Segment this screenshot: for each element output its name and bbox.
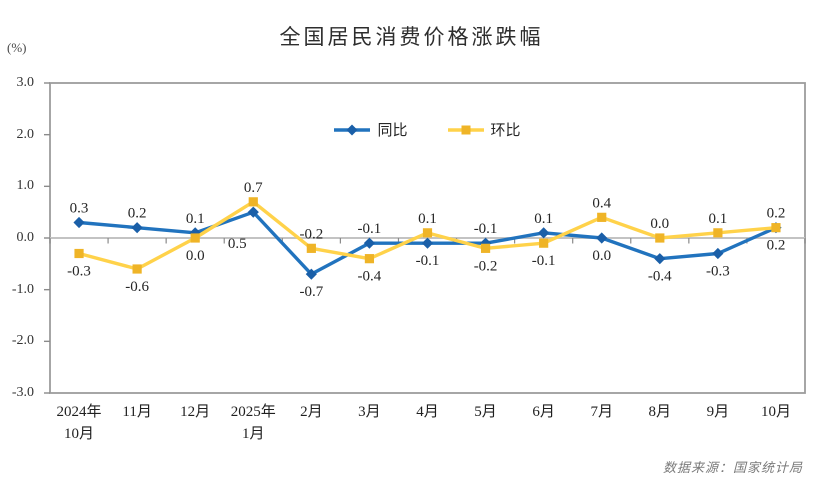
x-axis-label: 8月: [648, 404, 672, 420]
mom-square-marker: [306, 243, 316, 253]
yoy-diamond-marker: [131, 222, 143, 234]
x-axis-label: 4月: [416, 404, 439, 420]
x-axis-label: 7月: [590, 404, 613, 420]
data-label: 0.1: [534, 211, 553, 227]
x-axis-label: 2024年 10月: [56, 404, 102, 442]
x-axis-label: 2025年 1月: [230, 404, 276, 442]
data-label: 0.7: [244, 180, 263, 196]
y-axis-label: -3.0: [11, 385, 34, 400]
x-axis-label: 11月: [122, 404, 152, 420]
x-axis-label: 6月: [532, 404, 555, 420]
data-label: -0.6: [125, 279, 149, 295]
data-label: 0.1: [418, 211, 437, 227]
legend-label: 同比: [377, 123, 408, 139]
yoy-diamond-marker: [363, 237, 376, 249]
mom-legend-swatch-icon: [447, 125, 484, 134]
y-axis-unit-label: (%): [7, 40, 27, 55]
yoy-diamond-marker: [247, 206, 259, 218]
mom-square-marker: [364, 254, 375, 264]
data-label: -0.1: [358, 221, 382, 237]
data-label: -0.7: [299, 284, 323, 300]
data-label: 0.0: [186, 248, 205, 264]
yoy-diamond-marker: [538, 227, 550, 239]
yoy-diamond-marker: [305, 268, 317, 280]
x-axis-label: 2月: [300, 404, 323, 420]
data-label: 0.5: [228, 236, 247, 252]
mom-square-marker: [655, 233, 665, 243]
data-label: -0.1: [416, 253, 440, 269]
yoy-diamond-marker: [73, 216, 85, 229]
yoy-diamond-marker: [596, 232, 608, 244]
data-label: -0.2: [474, 258, 498, 274]
y-axis-label: 0.0: [16, 230, 35, 245]
data-label: -0.3: [67, 264, 91, 280]
data-label: 0.1: [186, 211, 205, 227]
y-axis-label: 1.0: [16, 178, 35, 194]
data-label: -0.4: [648, 269, 672, 285]
data-label: 0.4: [592, 195, 611, 211]
data-label: 0.2: [128, 206, 147, 222]
data-source-note: 数据来源：国家统计局: [662, 460, 803, 475]
chart-legend: 同比 环比: [50, 119, 805, 140]
mom-square-marker: [713, 228, 723, 238]
x-axis-label: 10月: [760, 404, 791, 420]
data-label: 0.0: [650, 216, 669, 232]
data-label: 0.2: [767, 206, 786, 222]
mom-square-marker: [771, 223, 781, 233]
data-label: -0.1: [474, 221, 498, 237]
y-axis-label: 3.0: [16, 75, 35, 90]
legend-label: 环比: [490, 123, 521, 139]
mom-square-marker: [74, 248, 84, 259]
data-label: 0.1: [709, 211, 728, 227]
legend-item-mom: 环比: [447, 119, 521, 140]
y-axis-label: -2.0: [11, 333, 34, 349]
y-axis-label: -1.0: [11, 281, 34, 297]
yoy-diamond-marker: [654, 253, 666, 265]
data-label: 0.3: [70, 201, 89, 217]
yoy-diamond-marker: [421, 237, 434, 249]
mom-square-marker: [422, 228, 433, 238]
mom-square-marker: [539, 238, 549, 248]
mom-square-marker: [597, 212, 607, 222]
yoy-diamond-marker: [712, 247, 724, 260]
mom-square-marker: [480, 243, 491, 253]
x-axis-label: 5月: [474, 404, 497, 420]
y-axis-label: 2.0: [16, 126, 35, 142]
mom-square-marker: [190, 233, 200, 243]
data-label: -0.3: [706, 264, 730, 280]
data-label: -0.2: [299, 226, 323, 242]
x-axis-label: 9月: [706, 404, 730, 420]
mom-square-marker: [248, 197, 258, 207]
chart-title: 全国居民消费价格涨跌幅: [279, 25, 544, 49]
data-label: 0.2: [767, 238, 786, 254]
mom-square-marker: [132, 264, 142, 274]
yoy-legend-swatch-icon: [334, 124, 371, 135]
x-axis-label: 3月: [358, 404, 381, 420]
data-label: -0.4: [358, 269, 382, 285]
legend-item-yoy: 同比: [334, 119, 408, 140]
x-axis-label: 12月: [180, 404, 211, 420]
data-label: 0.0: [592, 248, 611, 264]
data-label: -0.1: [532, 253, 556, 269]
